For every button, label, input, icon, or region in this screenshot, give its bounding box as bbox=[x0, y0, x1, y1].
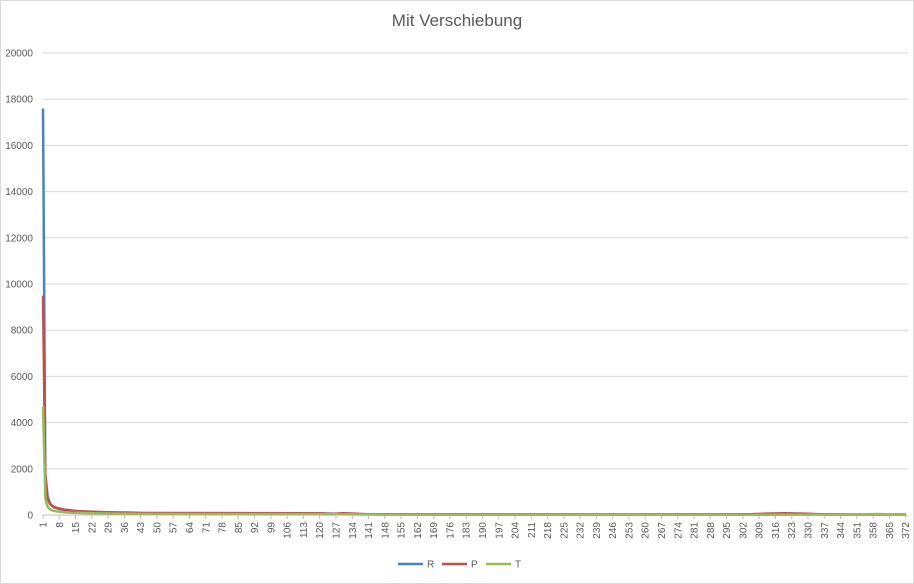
x-tick-label: 274 bbox=[673, 522, 684, 539]
x-tick-label: 22 bbox=[87, 522, 98, 534]
legend-label-t: T bbox=[515, 560, 521, 571]
x-tick-label: 71 bbox=[201, 522, 212, 534]
x-tick-label: 120 bbox=[315, 522, 326, 539]
x-tick-label: 225 bbox=[559, 522, 570, 539]
x-tick-label: 351 bbox=[852, 522, 863, 539]
x-tick-label: 358 bbox=[869, 522, 880, 539]
x-tick-label: 232 bbox=[576, 522, 587, 539]
x-tick-label: 127 bbox=[331, 522, 342, 539]
x-tick-label: 344 bbox=[836, 522, 847, 539]
x-tick-label: 302 bbox=[738, 522, 749, 539]
series-line-r bbox=[41, 108, 906, 516]
x-tick-label: 141 bbox=[364, 522, 375, 539]
x-tick-label: 64 bbox=[185, 522, 196, 534]
x-tick-label: 57 bbox=[169, 522, 180, 534]
y-tick-label: 6000 bbox=[11, 372, 34, 383]
x-tick-label: 316 bbox=[771, 522, 782, 539]
x-tick-label: 85 bbox=[234, 522, 245, 534]
x-tick-label: 372 bbox=[901, 522, 912, 539]
x-tick-label: 260 bbox=[641, 522, 652, 539]
x-tick-label: 99 bbox=[266, 522, 277, 534]
chart-title: Mit Verschiebung bbox=[391, 11, 523, 30]
x-tick-label: 239 bbox=[592, 522, 603, 539]
x-tick-label: 309 bbox=[755, 522, 766, 539]
x-tick-label: 50 bbox=[152, 522, 163, 534]
y-tick-label: 8000 bbox=[11, 326, 34, 337]
y-tick-label: 0 bbox=[27, 511, 33, 522]
x-tick-label: 169 bbox=[429, 522, 440, 539]
x-tick-label: 323 bbox=[787, 522, 798, 539]
axes: 0 2000 4000 6000 8000 10000 12000 14000 16000 180… bbox=[5, 49, 912, 539]
x-tick-label: 246 bbox=[608, 522, 619, 539]
x-tick-label: 1 bbox=[39, 522, 50, 528]
x-tick-label: 330 bbox=[804, 522, 815, 539]
x-tick-label: 337 bbox=[820, 522, 831, 539]
legend-label-r: R bbox=[427, 560, 434, 571]
x-tick-label: 36 bbox=[120, 522, 131, 534]
x-tick-label: 183 bbox=[462, 522, 473, 539]
x-tick-label: 78 bbox=[218, 522, 229, 534]
x-tick-label: 267 bbox=[657, 522, 668, 539]
y-tick-label: 16000 bbox=[5, 141, 33, 152]
x-tick-label: 92 bbox=[250, 522, 261, 534]
gridlines bbox=[43, 52, 908, 516]
x-tick-label: 295 bbox=[722, 522, 733, 539]
y-tick-label: 10000 bbox=[5, 280, 33, 291]
x-tick-label: 8 bbox=[55, 522, 66, 528]
x-tick-label: 155 bbox=[397, 522, 408, 539]
x-tick-label: 29 bbox=[104, 522, 115, 534]
series-line-t bbox=[41, 406, 906, 517]
x-tick-label: 218 bbox=[543, 522, 554, 539]
x-tick-label: 162 bbox=[413, 522, 424, 539]
x-tick-label: 176 bbox=[445, 522, 456, 539]
x-tick-label: 148 bbox=[380, 522, 391, 539]
y-tick-label: 12000 bbox=[5, 233, 33, 244]
x-tick-label: 106 bbox=[283, 522, 294, 539]
y-tick-label: 14000 bbox=[5, 187, 33, 198]
legend-label-p: P bbox=[471, 560, 478, 571]
series-lines bbox=[41, 108, 906, 517]
x-tick-label: 15 bbox=[71, 522, 82, 534]
x-tick-label: 365 bbox=[885, 522, 896, 539]
x-tick-label: 204 bbox=[511, 522, 522, 539]
x-tick-label: 288 bbox=[706, 522, 717, 539]
x-tick-label: 134 bbox=[348, 522, 359, 539]
y-tick-label: 2000 bbox=[11, 464, 34, 475]
x-tick-label: 43 bbox=[136, 522, 147, 534]
x-tick-label: 190 bbox=[478, 522, 489, 539]
x-tick-label: 113 bbox=[299, 522, 310, 538]
x-tick-label: 253 bbox=[624, 522, 635, 539]
y-tick-label: 4000 bbox=[11, 418, 34, 429]
x-tick-label: 281 bbox=[690, 522, 701, 539]
y-tick-label: 18000 bbox=[5, 95, 33, 106]
series-line-p bbox=[41, 295, 906, 516]
x-tick-label: 211 bbox=[527, 522, 538, 538]
y-tick-label: 20000 bbox=[5, 49, 33, 60]
x-tick-label: 197 bbox=[494, 522, 505, 539]
